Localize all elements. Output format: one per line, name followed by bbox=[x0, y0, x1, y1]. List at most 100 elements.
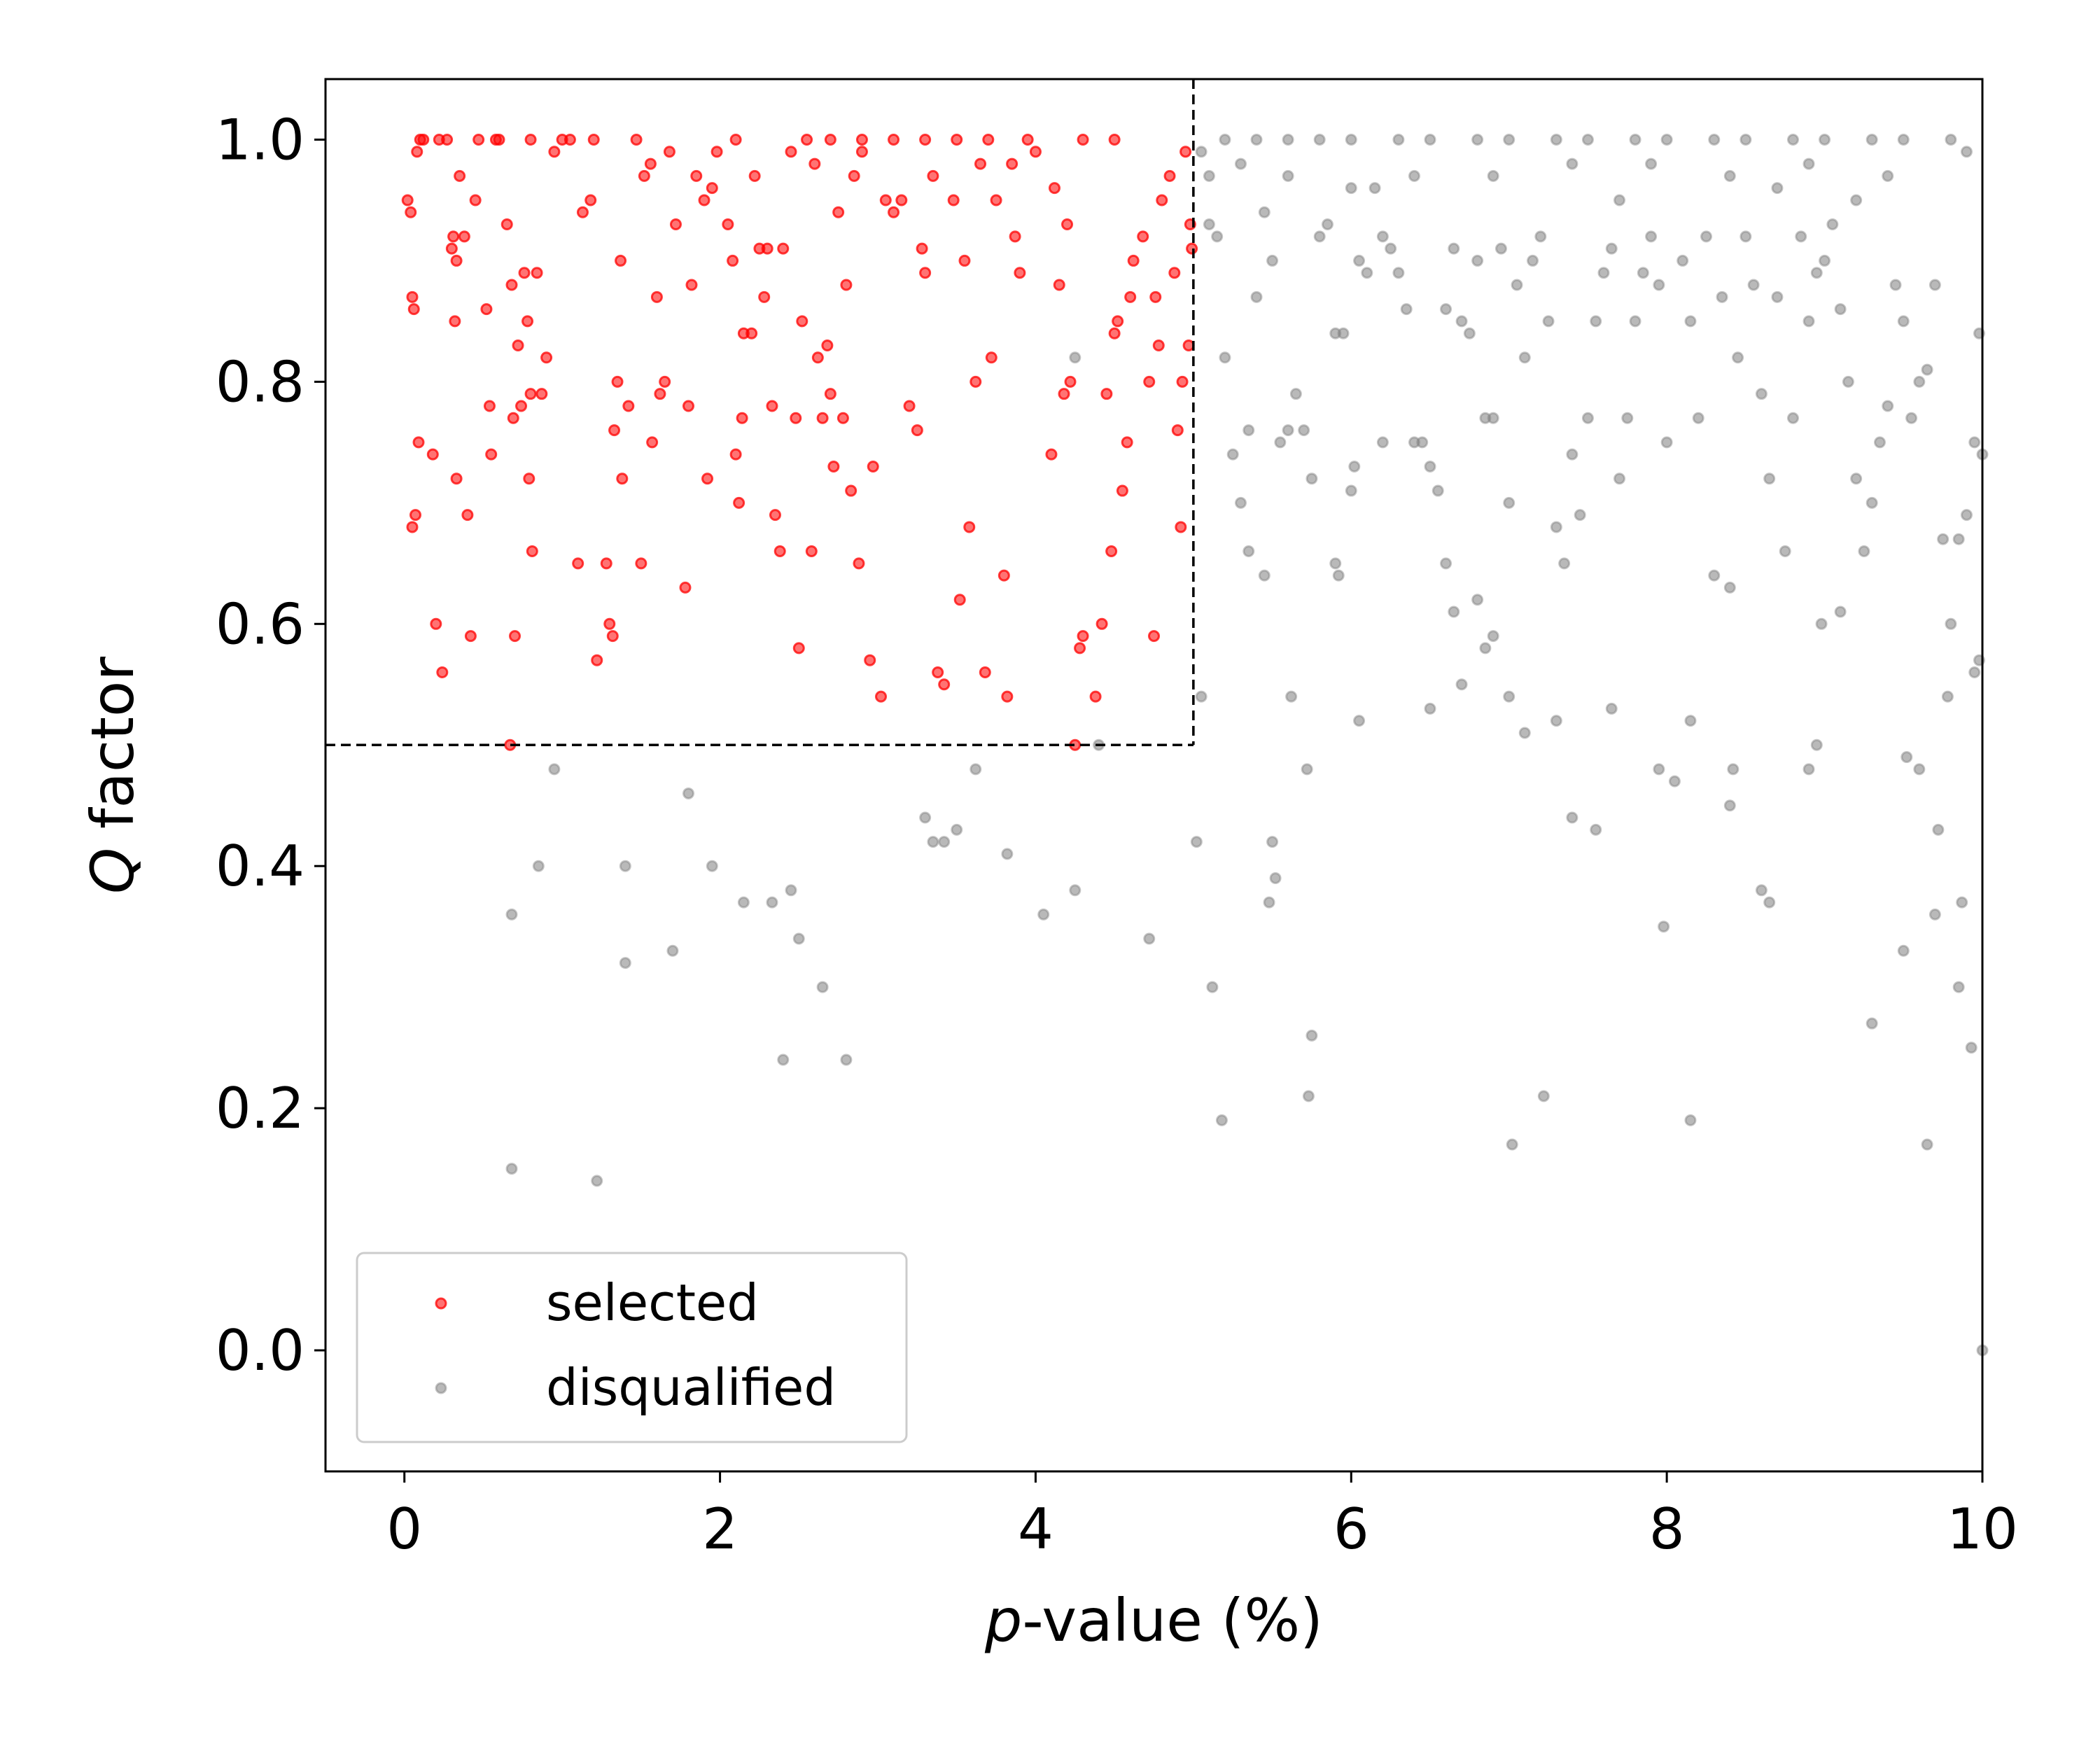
point-disqualified bbox=[1511, 279, 1523, 291]
point-disqualified bbox=[1219, 133, 1231, 146]
point-disqualified bbox=[1629, 133, 1642, 146]
point-disqualified bbox=[1581, 412, 1594, 424]
point-disqualified bbox=[840, 1054, 853, 1066]
x-tick-label: 8 bbox=[1649, 1497, 1685, 1562]
point-disqualified bbox=[1810, 267, 1823, 279]
point-selected bbox=[1108, 327, 1121, 340]
point-disqualified bbox=[951, 823, 963, 836]
point-selected bbox=[576, 206, 589, 218]
point-selected bbox=[406, 290, 419, 303]
point-disqualified bbox=[1819, 254, 1831, 267]
point-selected bbox=[796, 315, 808, 328]
point-disqualified bbox=[1448, 606, 1460, 618]
point-disqualified bbox=[1965, 1042, 1977, 1054]
point-selected bbox=[461, 509, 474, 522]
x-axis-label-italic: p bbox=[984, 1586, 1022, 1655]
point-disqualified bbox=[1676, 254, 1689, 267]
x-tick-label: 6 bbox=[1334, 1497, 1369, 1562]
point-disqualified bbox=[1400, 303, 1413, 316]
point-disqualified bbox=[1779, 545, 1791, 558]
point-selected bbox=[524, 133, 537, 146]
point-disqualified bbox=[1345, 484, 1357, 497]
point-selected bbox=[1156, 194, 1168, 206]
point-disqualified bbox=[927, 836, 939, 848]
point-disqualified bbox=[1763, 896, 1776, 909]
point-disqualified bbox=[1581, 133, 1594, 146]
point-disqualified bbox=[1345, 133, 1357, 146]
point-disqualified bbox=[1448, 242, 1460, 255]
point-disqualified bbox=[1479, 642, 1492, 654]
point-selected bbox=[867, 460, 879, 472]
point-selected bbox=[406, 521, 419, 533]
point-selected bbox=[526, 545, 538, 558]
point-disqualified bbox=[1250, 290, 1263, 303]
point-disqualified bbox=[1455, 678, 1468, 691]
point-selected bbox=[919, 133, 932, 146]
point-disqualified bbox=[1605, 242, 1618, 255]
point-disqualified bbox=[706, 860, 718, 872]
x-tick-label: 2 bbox=[702, 1497, 738, 1562]
point-disqualified bbox=[1518, 351, 1531, 364]
point-disqualified bbox=[1348, 460, 1361, 472]
point-disqualified bbox=[1763, 472, 1776, 485]
point-selected bbox=[982, 133, 995, 146]
point-selected bbox=[1186, 242, 1198, 255]
point-disqualified bbox=[1637, 267, 1649, 279]
point-selected bbox=[1180, 146, 1192, 158]
point-disqualified bbox=[1069, 884, 1082, 897]
point-disqualified bbox=[1614, 472, 1626, 485]
point-selected bbox=[401, 194, 414, 206]
point-selected bbox=[985, 351, 997, 364]
point-disqualified bbox=[1313, 230, 1326, 243]
point-disqualified bbox=[766, 896, 778, 909]
point-disqualified bbox=[1614, 194, 1626, 206]
point-disqualified bbox=[1263, 896, 1275, 909]
legend-label-disqualified: disqualified bbox=[546, 1358, 836, 1417]
point-selected bbox=[1112, 315, 1124, 328]
point-disqualified bbox=[1542, 315, 1555, 328]
point-disqualified bbox=[1376, 230, 1389, 243]
point-disqualified bbox=[785, 884, 797, 897]
point-disqualified bbox=[619, 860, 631, 872]
point-selected bbox=[509, 630, 522, 643]
point-disqualified bbox=[969, 763, 982, 776]
point-disqualified bbox=[1337, 327, 1350, 340]
point-selected bbox=[654, 388, 666, 400]
point-disqualified bbox=[1408, 169, 1420, 182]
point-disqualified bbox=[1653, 279, 1665, 291]
point-selected bbox=[1121, 436, 1133, 449]
point-selected bbox=[963, 521, 976, 533]
point-disqualified bbox=[1258, 569, 1270, 582]
point-disqualified bbox=[1266, 836, 1279, 848]
point-disqualified bbox=[1302, 1090, 1315, 1102]
point-disqualified bbox=[1234, 158, 1247, 170]
point-selected bbox=[1175, 521, 1187, 533]
point-selected bbox=[855, 146, 868, 158]
point-disqualified bbox=[1471, 594, 1484, 606]
point-selected bbox=[1152, 340, 1165, 352]
point-selected bbox=[454, 169, 466, 182]
point-disqualified bbox=[591, 1175, 603, 1187]
point-disqualified bbox=[1285, 690, 1298, 703]
point-selected bbox=[584, 194, 597, 206]
point-selected bbox=[974, 158, 987, 170]
point-disqualified bbox=[532, 860, 545, 872]
point-disqualified bbox=[1913, 375, 1926, 388]
point-disqualified bbox=[1298, 424, 1310, 437]
point-selected bbox=[938, 678, 951, 691]
point-selected bbox=[500, 218, 513, 231]
point-selected bbox=[447, 230, 460, 243]
point-disqualified bbox=[1873, 436, 1886, 449]
point-disqualified bbox=[1385, 242, 1397, 255]
point-disqualified bbox=[1306, 472, 1318, 485]
point-disqualified bbox=[1660, 133, 1673, 146]
point-disqualified bbox=[1921, 363, 1933, 376]
point-disqualified bbox=[1274, 436, 1287, 449]
x-tick-label: 10 bbox=[1947, 1497, 2018, 1562]
point-disqualified bbox=[1494, 242, 1507, 255]
point-disqualified bbox=[1692, 412, 1704, 424]
point-selected bbox=[748, 169, 761, 182]
point-disqualified bbox=[1037, 908, 1050, 920]
point-selected bbox=[722, 218, 734, 231]
